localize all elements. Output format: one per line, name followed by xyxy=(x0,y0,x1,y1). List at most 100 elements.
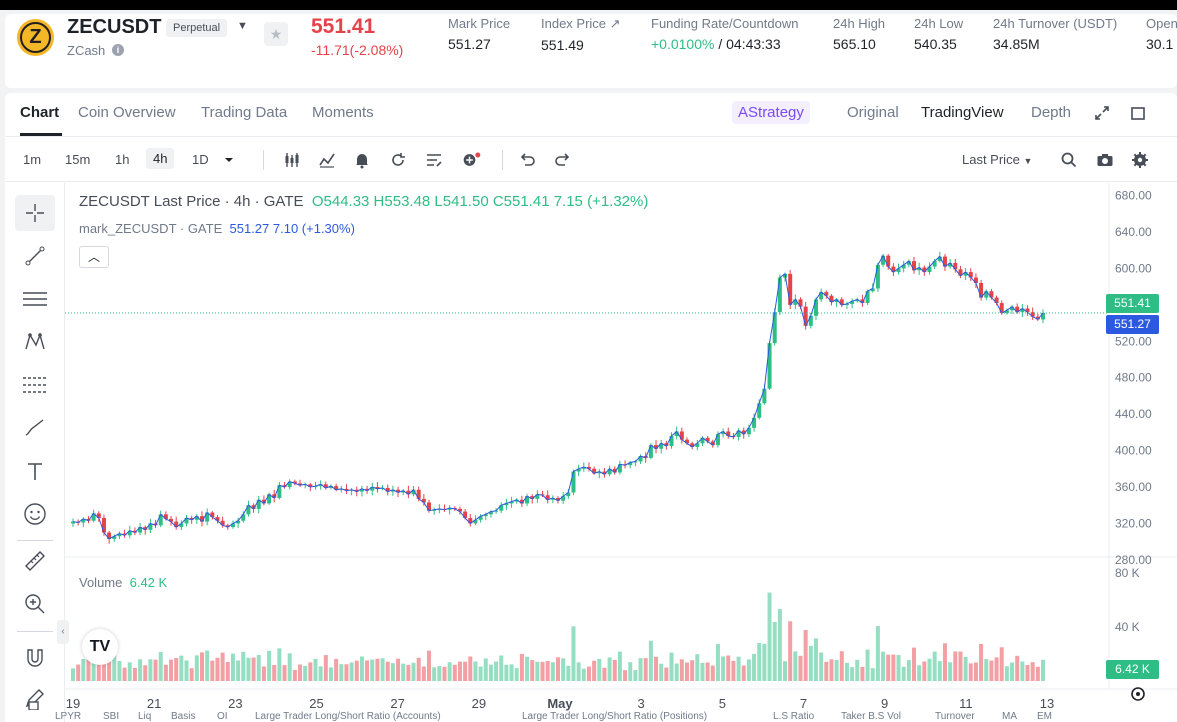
candle-body xyxy=(416,489,421,499)
redo-icon[interactable] xyxy=(553,150,573,170)
tab-coin-overview[interactable]: Coin Overview xyxy=(78,104,176,121)
indicator-tab[interactable]: MA xyxy=(1002,711,1017,722)
interval-1d[interactable]: 1D xyxy=(192,152,209,167)
tradingview-logo-icon[interactable]: TV xyxy=(82,629,118,665)
templates-icon[interactable] xyxy=(424,150,444,170)
candle-body xyxy=(834,299,839,303)
fib-tool[interactable] xyxy=(15,367,55,403)
volume-bar xyxy=(875,626,880,681)
candle-body xyxy=(628,462,633,466)
candle-body xyxy=(189,517,194,520)
alert-bell-icon[interactable] xyxy=(352,150,372,170)
indicator-tab[interactable]: EM xyxy=(1037,711,1052,722)
strategy-button[interactable]: AStrategy xyxy=(732,101,810,124)
axis-settings-icon[interactable] xyxy=(1127,683,1149,705)
candle-body xyxy=(710,441,715,446)
candle-body xyxy=(267,494,272,504)
volume-bar xyxy=(76,664,81,681)
tab-trading-data[interactable]: Trading Data xyxy=(201,104,288,121)
indicator-tab[interactable]: SBI xyxy=(103,711,120,722)
indicator-tab[interactable]: Basis xyxy=(171,711,196,722)
crosshair-tool[interactable] xyxy=(15,195,55,231)
indicator-tab[interactable]: Turnover xyxy=(935,711,975,722)
stat-value: 30.1 xyxy=(1146,36,1174,52)
price-source-dropdown[interactable]: Last Price ▼ xyxy=(962,152,1032,167)
candle-body xyxy=(101,517,106,533)
interval-1h[interactable]: 1h xyxy=(115,152,130,167)
symbol-dropdown-icon[interactable]: ▼ xyxy=(237,20,248,32)
candle-body xyxy=(509,501,514,504)
volume-bar xyxy=(205,650,210,681)
pattern-icon xyxy=(25,332,45,350)
add-indicator-icon[interactable] xyxy=(462,150,482,170)
volume-bar xyxy=(339,664,344,681)
indicator-tab[interactable]: Taker B.S Vol xyxy=(841,711,902,722)
price-chart[interactable]: 680.00640.00600.00560.00520.00480.00440.… xyxy=(65,183,1177,711)
ruler-tool[interactable] xyxy=(15,543,55,579)
info-icon[interactable]: i xyxy=(112,44,124,56)
indicators-icon[interactable] xyxy=(317,150,337,170)
coin-name: ZCash xyxy=(67,43,106,58)
camera-icon[interactable] xyxy=(1095,150,1115,170)
trend-line-tool[interactable] xyxy=(15,238,55,274)
volume-bar xyxy=(230,653,235,681)
indicator-tab[interactable]: LPYR xyxy=(55,711,82,722)
volume-tick-label: 80 K xyxy=(1115,566,1140,580)
legend-collapse-button[interactable]: ︿ xyxy=(79,246,109,268)
volume-bar xyxy=(81,659,86,681)
tab-original[interactable]: Original xyxy=(847,104,899,121)
window-icon[interactable] xyxy=(1129,104,1147,122)
volume-bar xyxy=(246,657,251,681)
chart-panel: Chart Coin Overview Trading Data Moments… xyxy=(5,93,1177,722)
interval-15m[interactable]: 15m xyxy=(65,152,91,167)
tab-moments[interactable]: Moments xyxy=(312,104,374,121)
emoji-tool[interactable] xyxy=(15,496,55,532)
indicator-tab[interactable]: L.S Ratio xyxy=(773,711,815,722)
candle-body xyxy=(736,430,741,437)
stat-index-price[interactable]: Index Price ↗ 551.49 xyxy=(541,16,621,53)
interval-dropdown-icon[interactable] xyxy=(219,150,239,170)
volume-bar xyxy=(225,662,230,681)
lock-tool[interactable] xyxy=(15,680,55,716)
pattern-tool[interactable] xyxy=(15,324,55,360)
indicator-tab[interactable]: OI xyxy=(217,711,228,722)
volume-bar xyxy=(695,654,700,681)
zoom-tool[interactable] xyxy=(15,586,55,622)
stat-value: 551.27 xyxy=(448,36,491,52)
volume-bar xyxy=(488,664,493,681)
search-icon[interactable] xyxy=(1059,150,1079,170)
drawbar-collapse-handle[interactable]: ‹ xyxy=(57,620,69,644)
volume-bar xyxy=(623,670,628,681)
volume-bar xyxy=(334,658,339,681)
symbol-name[interactable]: ZECUSDT xyxy=(67,16,162,38)
candle-body xyxy=(473,519,478,524)
strategy-ai-icon: A xyxy=(738,104,749,121)
interval-1m[interactable]: 1m xyxy=(23,152,42,167)
volume-bar xyxy=(731,660,736,681)
text-tool[interactable] xyxy=(15,453,55,489)
candle-body xyxy=(339,488,344,490)
candle-body xyxy=(984,291,989,298)
horizontal-lines-tool[interactable] xyxy=(15,281,55,317)
indicator-tab[interactable]: Large Trader Long/Short Ratio (Positions… xyxy=(522,711,708,722)
volume-bar xyxy=(679,659,684,681)
tab-chart[interactable]: Chart xyxy=(20,104,60,121)
undo-icon[interactable] xyxy=(517,150,537,170)
indicator-tab[interactable]: Liq xyxy=(138,711,152,722)
tab-depth[interactable]: Depth xyxy=(1031,104,1072,121)
magnet-tool[interactable] xyxy=(15,640,55,676)
volume-bar xyxy=(272,664,277,681)
interval-4h[interactable]: 4h xyxy=(146,148,175,169)
replay-icon[interactable] xyxy=(388,150,408,170)
volume-bar xyxy=(411,662,416,681)
indicator-tab[interactable]: Large Trader Long/Short Ratio (Accounts) xyxy=(255,711,441,722)
settings-gear-icon[interactable] xyxy=(1130,150,1150,170)
brush-tool[interactable] xyxy=(15,410,55,446)
volume-bar xyxy=(803,630,808,681)
candle-type-icon[interactable] xyxy=(282,150,302,170)
volume-bar xyxy=(839,651,844,681)
tab-tradingview[interactable]: TradingView xyxy=(921,104,1004,121)
expand-icon[interactable] xyxy=(1093,104,1111,122)
favorite-star-icon[interactable]: ★ xyxy=(264,22,288,46)
volume-bar xyxy=(1025,664,1030,681)
